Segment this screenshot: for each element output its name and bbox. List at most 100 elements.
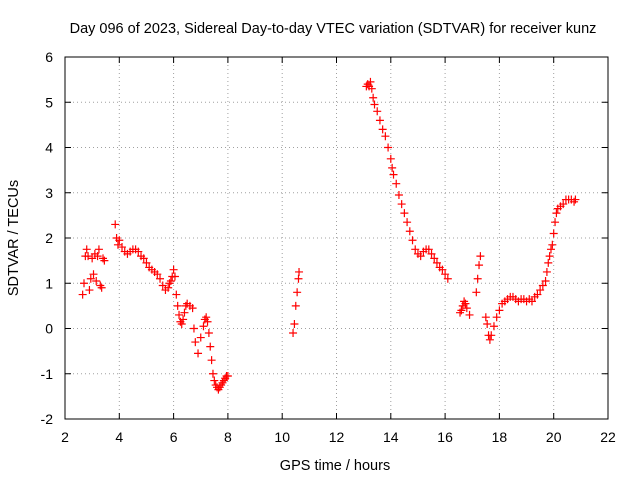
data-point [86, 274, 95, 283]
data-point [375, 116, 384, 125]
x-tick-label: 4 [115, 429, 123, 445]
data-point [544, 258, 553, 267]
data-point [93, 252, 102, 261]
data-point [153, 270, 162, 279]
data-point [295, 267, 304, 276]
data-points [78, 77, 580, 394]
data-point [386, 154, 395, 163]
data-point [139, 254, 148, 263]
data-point [111, 220, 120, 229]
data-point [78, 290, 87, 299]
data-point [199, 322, 208, 331]
data-point [538, 281, 547, 290]
data-point [483, 319, 492, 328]
data-point [533, 290, 542, 299]
data-point [188, 304, 197, 313]
y-tick-label: 2 [45, 230, 53, 246]
x-tick-label: 20 [546, 429, 562, 445]
data-point [545, 252, 554, 261]
data-point [403, 218, 412, 227]
x-tick-label: 10 [274, 429, 290, 445]
data-point [191, 338, 200, 347]
y-tick-label: 3 [45, 185, 53, 201]
data-point [366, 77, 375, 86]
data-point [100, 256, 109, 265]
data-point [207, 356, 216, 365]
data-point [202, 313, 211, 322]
data-point [196, 333, 205, 342]
data-point [175, 310, 184, 319]
data-point [462, 304, 471, 313]
data-point [369, 93, 378, 102]
data-point [92, 276, 101, 285]
data-point [465, 310, 474, 319]
data-point [388, 163, 397, 172]
data-point [373, 107, 382, 116]
data-point [476, 252, 485, 261]
data-point [172, 290, 181, 299]
data-point [290, 319, 299, 328]
data-point [548, 240, 557, 249]
data-point [397, 200, 406, 209]
data-point [424, 245, 433, 254]
data-point [158, 281, 167, 290]
data-point [551, 218, 560, 227]
data-point [485, 335, 494, 344]
y-tick-label: -1 [41, 366, 54, 382]
data-point [180, 308, 189, 317]
data-point [89, 270, 98, 279]
x-tick-label: 16 [437, 429, 453, 445]
x-axis-label: GPS time / hours [280, 458, 390, 474]
data-point [457, 306, 466, 315]
data-point [481, 313, 490, 322]
data-point [405, 227, 414, 236]
data-point [85, 286, 94, 295]
data-point [571, 195, 580, 204]
data-point [169, 265, 178, 274]
data-point [293, 288, 302, 297]
x-tick-label: 2 [61, 429, 69, 445]
data-point [487, 331, 496, 340]
data-point [134, 247, 143, 256]
axis-ticks [64, 56, 609, 420]
y-tick-label: 5 [45, 94, 53, 110]
data-point [400, 209, 409, 218]
data-point [408, 236, 417, 245]
data-point [384, 143, 393, 152]
data-point [495, 306, 504, 315]
y-tick-label: 4 [45, 140, 53, 156]
data-point [489, 322, 498, 331]
data-point [94, 245, 103, 254]
x-tick-labels: 2 4 6 8 10 12 14 16 18 20 22 [61, 429, 616, 445]
grid-lines [65, 57, 608, 419]
data-point [427, 249, 436, 258]
y-axis-label: SDTVAR / TECUs [6, 180, 22, 296]
data-point [389, 170, 398, 179]
data-point [432, 258, 441, 267]
data-point [289, 329, 298, 338]
data-point [210, 376, 219, 385]
data-point [411, 245, 420, 254]
data-point [381, 132, 390, 141]
data-point [416, 252, 425, 261]
data-point [164, 283, 173, 292]
data-point [173, 301, 182, 310]
data-point [461, 299, 470, 308]
data-point [97, 283, 106, 292]
chart-title: Day 096 of 2023, Sidereal Day-to-day VTE… [70, 21, 597, 37]
data-point [542, 267, 551, 276]
data-point [394, 191, 403, 200]
data-point [378, 125, 387, 134]
data-point [367, 84, 376, 93]
data-point [203, 317, 212, 326]
data-point [294, 274, 303, 283]
data-point [166, 276, 175, 285]
data-point [156, 274, 165, 283]
data-point [392, 179, 401, 188]
data-point [527, 297, 536, 306]
x-tick-label: 18 [492, 429, 508, 445]
data-point [80, 279, 89, 288]
data-point [546, 245, 555, 254]
y-tick-labels: -2 -1 0 1 2 3 4 5 6 [41, 49, 54, 427]
data-point [206, 342, 215, 351]
